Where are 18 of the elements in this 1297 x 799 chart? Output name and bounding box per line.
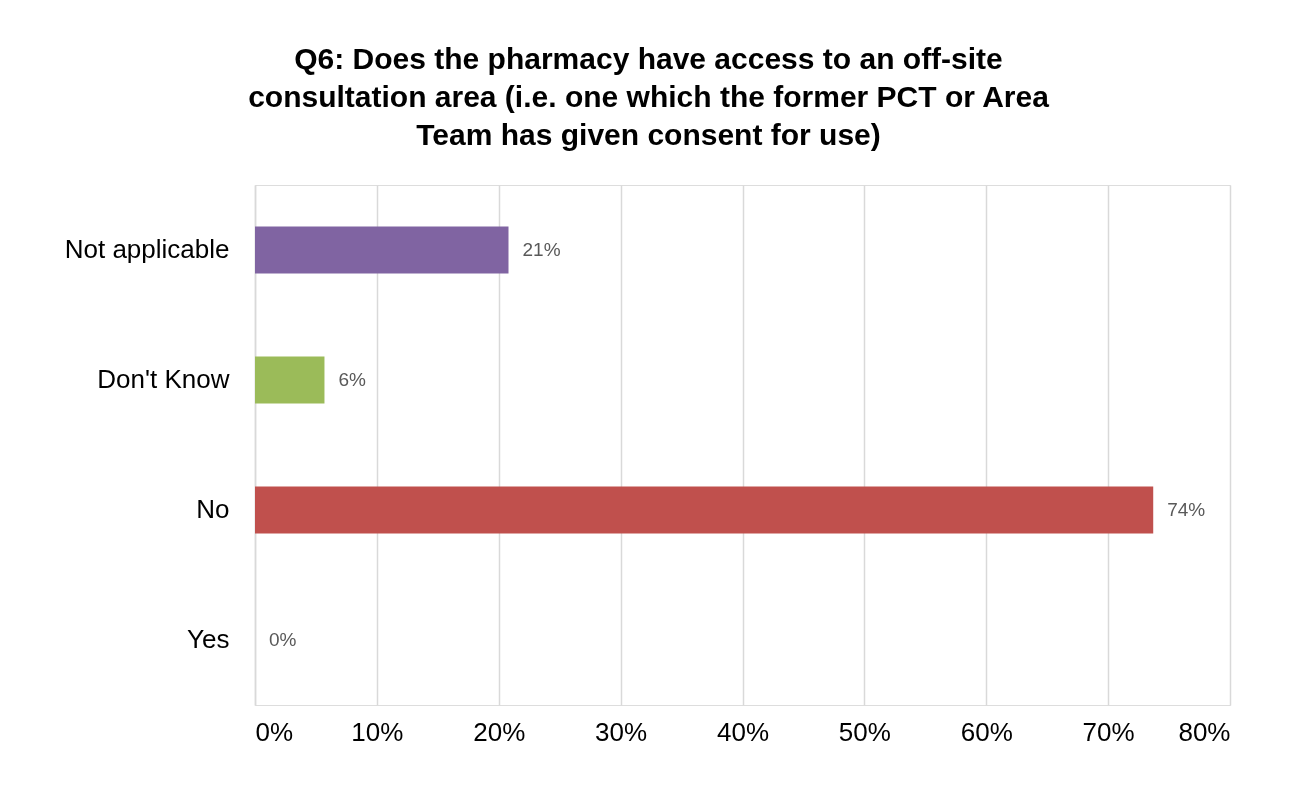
x-tick-label: 0% (255, 716, 294, 747)
y-tick-label: Not applicable (64, 234, 230, 264)
x-tick-label: 20% (473, 716, 526, 747)
x-tick-label: 80% (1178, 716, 1231, 747)
y-tick-label: Don't Know (97, 364, 230, 394)
x-tick-label: 30% (595, 716, 648, 747)
y-tick-label: Yes (187, 624, 230, 654)
x-tick-label: 40% (716, 716, 770, 747)
x-tick-label: 10% (351, 716, 404, 747)
data-label: 21% (522, 239, 561, 260)
data-label: 74% (1167, 499, 1206, 520)
x-tick-label: 50% (838, 716, 891, 747)
data-label: 0% (269, 629, 297, 650)
x-tick-label: 70% (1082, 716, 1135, 747)
chart-title: Q6: Does the pharmacy have access to an off-site consultation area (i.e. one which the former PCT or Area Team has given consent for use) (248, 42, 1050, 151)
data-label: 6% (338, 369, 367, 390)
x-tick-label: 60% (960, 716, 1013, 747)
y-tick-label: No (196, 494, 230, 524)
